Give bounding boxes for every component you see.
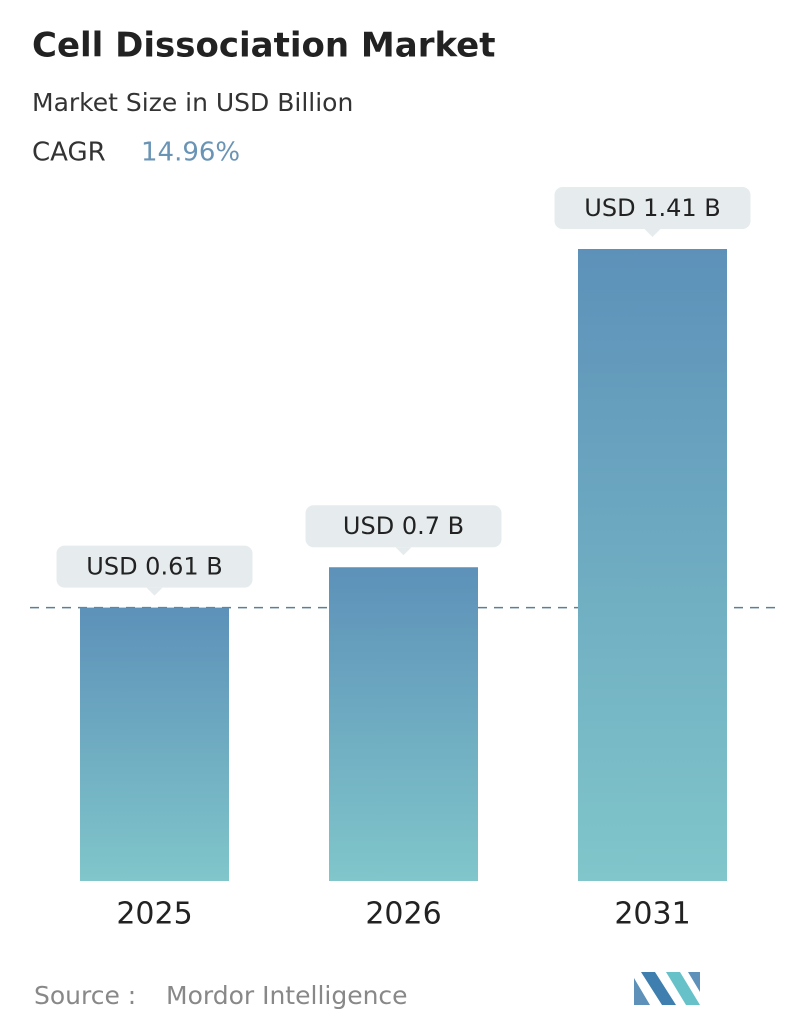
x-tick-label: 2026 (365, 897, 441, 932)
x-tick-label: 2025 (116, 897, 192, 932)
value-label: USD 1.41 B (584, 194, 720, 222)
value-label-pointer (644, 229, 661, 237)
value-label-box (554, 187, 751, 229)
value-label-pointer (146, 587, 163, 596)
bar (80, 607, 229, 881)
cagr-label: CAGR (32, 138, 106, 168)
value-label-box (305, 505, 502, 548)
bar (578, 249, 727, 881)
bar (329, 567, 478, 881)
value-label: USD 0.61 B (86, 553, 222, 581)
source: Mordor Intelligence (166, 981, 408, 1010)
value-label-box (56, 545, 253, 588)
value-label: USD 0.7 B (343, 512, 464, 540)
logo (634, 972, 700, 1005)
x-tick-label: 2031 (614, 897, 690, 932)
chart-title: Cell Dissociation Market (32, 26, 495, 66)
cagr-value: 14.96% (141, 138, 240, 168)
chart-subtitle: Market Size in USD Billion (32, 88, 353, 117)
value-label-pointer (395, 547, 412, 556)
source-label: Source : (34, 981, 136, 1010)
